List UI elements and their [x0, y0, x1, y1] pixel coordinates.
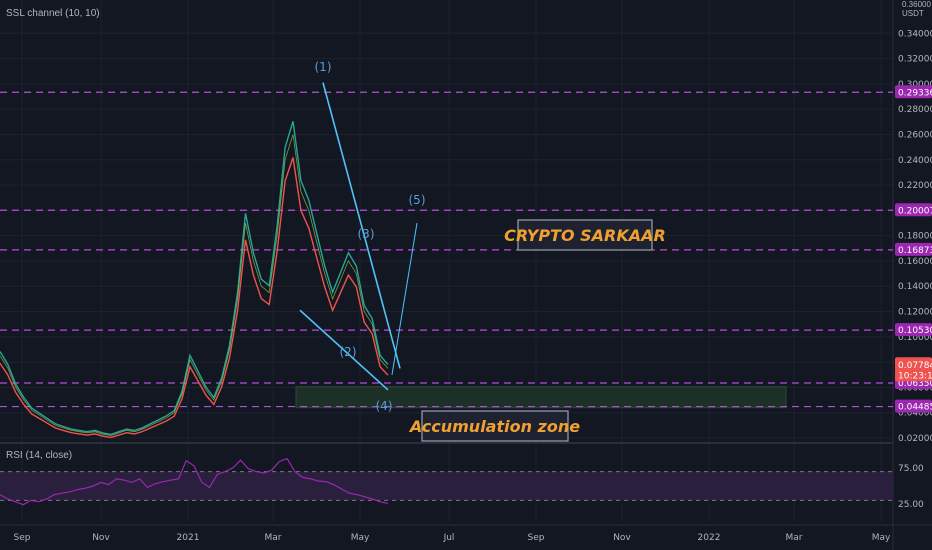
ssl-channel	[0, 121, 389, 439]
wave-label: (2)	[340, 345, 357, 359]
price-unit: 0.36000 USDT	[902, 0, 931, 18]
level-badge	[895, 203, 932, 217]
price-axis: 0.34000 0.32000 0.30000 0.28000 0.26000 0.240…	[895, 29, 932, 444]
wave-labels: (1) (2) (3) (4) (5)	[315, 60, 426, 413]
time-tick-label: Mar	[265, 533, 282, 543]
price-tick-label: 0.10000	[898, 333, 932, 343]
price-badge-label: 0.07784	[898, 361, 932, 371]
price-badge	[895, 358, 932, 371]
time-tick-label: 2022	[698, 533, 721, 543]
wave-label: (4)	[376, 399, 393, 413]
annotation-box	[421, 410, 569, 442]
accumulation-zone-box	[295, 386, 787, 409]
wave-label: (3)	[358, 227, 375, 241]
time-tick-label: May	[872, 533, 891, 543]
wave-trendlines	[299, 82, 418, 391]
time-tick-label: May	[351, 533, 370, 543]
price-tick-label: 0.32000	[898, 55, 932, 65]
rsi-line	[0, 457, 389, 506]
wave-5-projection	[391, 222, 418, 375]
lower-wedge-line	[299, 309, 389, 391]
price-tick-label: 0.24000	[898, 156, 932, 166]
price-line	[0, 134, 389, 436]
level-badge	[895, 399, 932, 413]
main-indicator-label[interactable]: SSL channel (10, 10)	[6, 8, 100, 19]
time-tick-label: Nov	[613, 533, 631, 543]
rsi-tick-label: 25.00	[898, 500, 924, 510]
price-badge-label: 10:23:16	[898, 371, 932, 381]
level-badge-label: 0.04485	[898, 403, 932, 413]
rsi-band	[0, 471, 893, 501]
price-tick-label: 0.04000	[898, 409, 932, 419]
price-tick-label: 0.18000	[898, 232, 932, 242]
top-price-label: 0.36000	[902, 0, 931, 9]
price-tick-label: 0.34000	[898, 29, 932, 39]
annotation-text: Accumulation zone	[408, 417, 580, 436]
price-tick-label: 0.16000	[898, 257, 932, 267]
price-tick-label: 0.12000	[898, 308, 932, 318]
price-tick-label: 0.28000	[898, 105, 932, 115]
rsi-tick-label: 75.00	[898, 464, 924, 474]
level-badge	[895, 85, 932, 99]
time-tick-label: Sep	[14, 533, 31, 543]
horizontal-levels	[0, 91, 893, 408]
level-badge-label: 0.29336	[898, 88, 932, 98]
price-tick-label: 0.02000	[898, 434, 932, 444]
price-tick-label: 0.26000	[898, 130, 932, 140]
price-tick-label: 0.30000	[898, 80, 932, 90]
level-badge	[895, 323, 932, 337]
currency-label: USDT	[902, 9, 924, 18]
annotation-box	[517, 219, 653, 251]
level-badge	[895, 242, 932, 256]
price-badge	[895, 369, 932, 382]
price-tick-label: 0.14000	[898, 282, 932, 292]
annotations: CRYPTO SARKAAR Accumulation zone	[408, 219, 666, 442]
zone-rect	[295, 386, 787, 409]
time-axis: Sep Nov 2021 Mar May Jul Sep Nov 2022 Mar May	[14, 533, 891, 543]
price-tick-label: 0.22000	[898, 181, 932, 191]
rsi-pane: 75.00 25.00	[0, 457, 924, 510]
time-tick-label: Jul	[443, 533, 455, 543]
ssl-line-down	[0, 157, 389, 439]
level-badge-label: 0.16873	[898, 246, 932, 256]
time-tick-label: Nov	[92, 533, 110, 543]
time-tick-label: 2021	[177, 533, 200, 543]
level-badge-label: 0.20007	[898, 206, 932, 216]
wave-label: (1)	[315, 60, 332, 74]
ssl-line-up	[0, 121, 389, 436]
time-tick-label: Sep	[528, 533, 545, 543]
level-badge-label: 0.06350	[898, 379, 932, 389]
wave-label: (5)	[409, 193, 426, 207]
rsi-indicator-label[interactable]: RSI (14, close)	[6, 450, 73, 461]
annotation-text: CRYPTO SARKAAR	[504, 226, 666, 245]
upper-wedge-line	[322, 82, 401, 369]
time-tick-label: Mar	[786, 533, 803, 543]
level-badge-label: 0.10530	[898, 326, 932, 336]
